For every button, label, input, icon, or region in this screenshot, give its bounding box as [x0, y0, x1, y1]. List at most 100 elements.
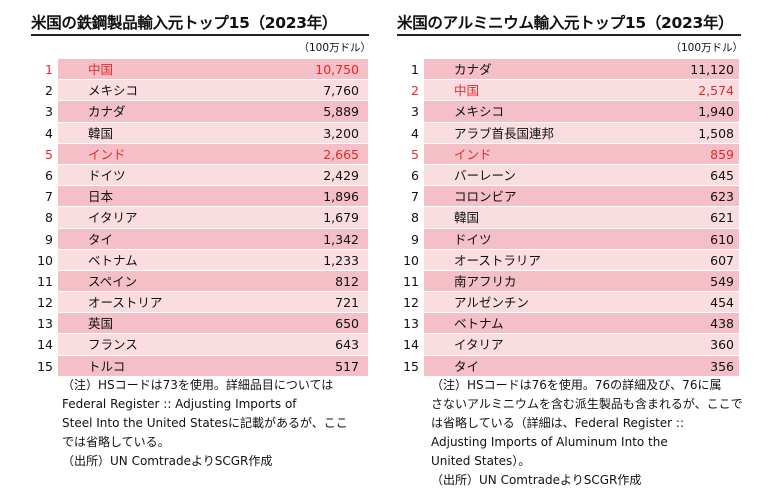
rank-label: 7 — [45, 189, 53, 205]
country-name: オーストラリア — [454, 252, 541, 268]
row-band: インド 859 — [424, 143, 739, 164]
row-band: ベトナム 438 — [424, 313, 739, 334]
country-name: ベトナム — [454, 316, 504, 332]
steel-unit-label: （100万ドル） — [298, 42, 371, 54]
rank-label: 8 — [411, 210, 419, 226]
steel-title-underline — [31, 34, 369, 36]
rank-label: 10 — [37, 252, 53, 268]
row-band: フランス 643 — [58, 334, 368, 355]
rank-label: 1 — [45, 62, 53, 77]
import-value: 623 — [710, 189, 734, 205]
rank-label: 13 — [37, 316, 53, 332]
country-name: メキシコ — [454, 104, 505, 120]
import-value: 1,233 — [323, 252, 359, 268]
row-band: オーストラリア 607 — [424, 249, 739, 270]
rank-label: 4 — [45, 125, 53, 141]
import-value: 721 — [335, 295, 359, 311]
import-value: 3,200 — [323, 125, 359, 141]
rank-label: 14 — [403, 337, 419, 353]
import-value: 11,120 — [690, 62, 734, 77]
row-band: アラブ首長国連邦 1,508 — [424, 122, 739, 143]
import-value: 438 — [710, 316, 734, 332]
rank-label: 10 — [403, 252, 419, 268]
rank-label: 6 — [411, 167, 419, 183]
country-name: スペイン — [88, 273, 138, 289]
country-name: バーレーン — [454, 167, 516, 183]
aluminum-title-underline — [397, 34, 741, 36]
rank-label: 3 — [411, 104, 419, 120]
country-name: タイ — [88, 231, 114, 247]
import-value: 2,574 — [698, 83, 734, 99]
import-value: 650 — [335, 316, 359, 332]
country-name: タイ — [454, 358, 480, 374]
rank-label: 15 — [37, 358, 53, 374]
rank-label: 13 — [403, 316, 419, 332]
rank-label: 2 — [411, 83, 419, 99]
aluminum-unit-label: （100万ドル） — [670, 42, 743, 54]
import-value: 2,665 — [323, 146, 359, 162]
import-value: 621 — [710, 210, 734, 226]
row-band: 日本 1,896 — [58, 186, 368, 207]
row-band: オーストリア 721 — [58, 292, 368, 313]
steel-table-title: 米国の鉄鋼製品輸入元トップ15（2023年） — [31, 14, 338, 32]
rank-label: 7 — [411, 189, 419, 205]
country-name: アラブ首長国連邦 — [454, 125, 555, 141]
import-value: 5,889 — [323, 104, 359, 120]
row-band: 中国 10,750 — [58, 59, 368, 80]
country-name: インド — [454, 146, 492, 162]
import-value: 1,940 — [698, 104, 734, 120]
row-band: メキシコ 1,940 — [424, 101, 739, 122]
country-name: フランス — [88, 337, 138, 353]
row-band: 英国 650 — [58, 313, 368, 334]
import-value: 812 — [335, 273, 359, 289]
rank-label: 4 — [411, 125, 419, 141]
row-band: アルゼンチン 454 — [424, 292, 739, 313]
rank-label: 9 — [411, 231, 419, 247]
import-value: 2,429 — [323, 167, 359, 183]
row-band: ベトナム 1,233 — [58, 249, 368, 270]
country-name: オーストリア — [88, 295, 163, 311]
import-value: 360 — [710, 337, 734, 353]
import-value: 1,679 — [323, 210, 359, 226]
import-value: 549 — [710, 273, 734, 289]
country-name: アルゼンチン — [454, 295, 529, 311]
aluminum-footnote: （注）HSコードは76を使用。76の詳細及び、76に属 さないアルミニウムを含む… — [431, 378, 743, 487]
row-band: イタリア 1,679 — [58, 207, 368, 228]
rank-label: 3 — [45, 104, 53, 120]
import-value: 610 — [710, 231, 734, 247]
rank-label: 12 — [37, 295, 53, 311]
rank-label: 1 — [411, 62, 419, 77]
row-band: イタリア 360 — [424, 334, 739, 355]
rank-label: 14 — [37, 337, 53, 353]
rank-label: 5 — [45, 146, 53, 162]
rank-label: 5 — [411, 146, 419, 162]
row-band: バーレーン 645 — [424, 164, 739, 186]
aluminum-table-title: 米国のアルミニウム輸入元トップ15（2023年） — [397, 14, 734, 32]
country-name: 韓国 — [454, 210, 480, 226]
country-name: ドイツ — [454, 231, 492, 247]
country-name: メキシコ — [88, 83, 139, 99]
country-name: 韓国 — [88, 125, 114, 141]
row-band: タイ 1,342 — [58, 228, 368, 249]
row-band: トルコ 517 — [58, 355, 368, 376]
row-band: ドイツ 610 — [424, 228, 739, 249]
rank-label: 15 — [403, 358, 419, 374]
country-name: ベトナム — [88, 252, 138, 268]
country-name: 英国 — [88, 316, 114, 332]
row-band: ドイツ 2,429 — [58, 164, 368, 186]
country-name: ドイツ — [88, 167, 126, 183]
import-value: 607 — [710, 252, 734, 268]
rank-label: 11 — [37, 273, 53, 289]
country-name: 日本 — [88, 189, 114, 205]
import-value: 1,342 — [323, 231, 359, 247]
row-band: スペイン 812 — [58, 270, 368, 292]
country-name: インド — [88, 146, 126, 162]
country-name: 中国 — [454, 83, 480, 99]
row-band: 南アフリカ 549 — [424, 270, 739, 292]
rank-label: 12 — [403, 295, 419, 311]
import-value: 645 — [710, 167, 734, 183]
rank-label: 9 — [45, 231, 53, 247]
country-name: トルコ — [88, 358, 126, 374]
row-band: カナダ 11,120 — [424, 59, 739, 80]
rank-label: 8 — [45, 210, 53, 226]
